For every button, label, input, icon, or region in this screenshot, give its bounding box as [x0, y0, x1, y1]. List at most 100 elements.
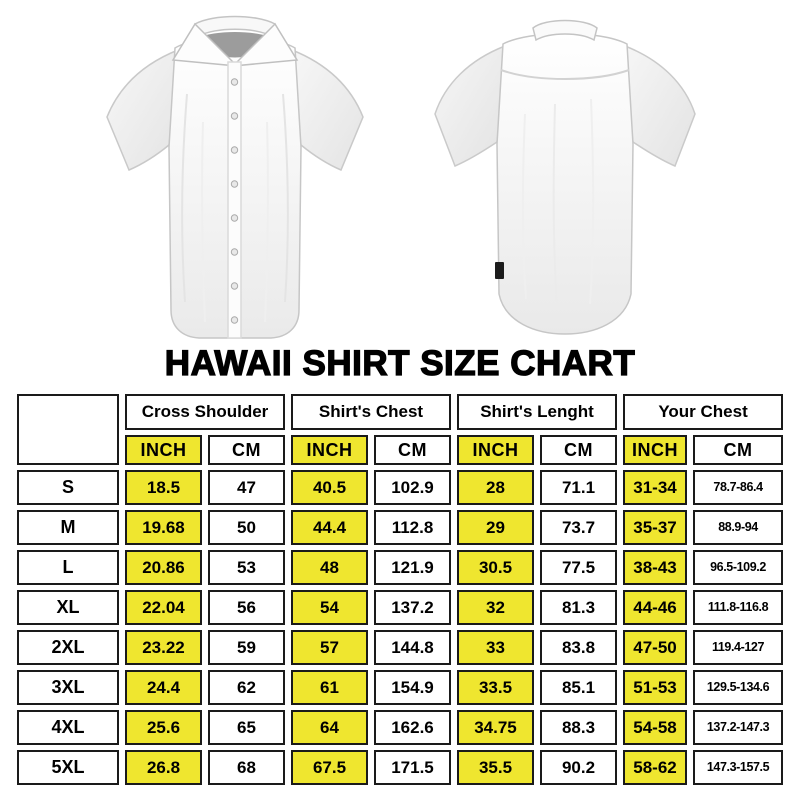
column-group-shirts-chest: Shirt's Chest	[291, 394, 451, 430]
measurement-value: 112.8	[374, 510, 451, 545]
size-label: 5XL	[17, 750, 119, 785]
size-label: M	[17, 510, 119, 545]
measurement-value: 35.5	[457, 750, 534, 785]
measurement-value: 24.4	[125, 670, 202, 705]
column-group-cross-shoulder: Cross Shoulder	[125, 394, 285, 430]
unit-header-row: INCH CM INCH CM INCH CM INCH CM	[17, 435, 784, 465]
unit-header-inch: INCH	[291, 435, 368, 465]
column-group-your-chest: Your Chest	[623, 394, 784, 430]
unit-header-cm: CM	[208, 435, 285, 465]
measurement-value: 32	[457, 590, 534, 625]
measurement-value: 59	[208, 630, 285, 665]
measurement-value: 154.9	[374, 670, 451, 705]
group-header-row: Cross Shoulder Shirt's Chest Shirt's Len…	[17, 394, 784, 465]
unit-header-inch: INCH	[457, 435, 534, 465]
size-label: XL	[17, 590, 119, 625]
column-group-shirts-length: Shirt's Lenght	[457, 394, 618, 430]
measurement-value: 64	[291, 710, 368, 745]
measurement-value: 20.86	[125, 550, 202, 585]
hem-tag	[495, 262, 504, 279]
measurement-value: 22.04	[125, 590, 202, 625]
button-row	[230, 78, 239, 324]
measurement-value: 111.8-116.8	[693, 590, 784, 625]
measurement-value: 90.2	[540, 750, 618, 785]
measurement-value: 48	[291, 550, 368, 585]
measurement-value: 38-43	[623, 550, 688, 585]
measurement-value: 144.8	[374, 630, 451, 665]
measurement-value: 35-37	[623, 510, 688, 545]
measurement-value: 29	[457, 510, 534, 545]
measurement-value: 102.9	[374, 470, 451, 505]
measurement-value: 137.2	[374, 590, 451, 625]
measurement-value: 77.5	[540, 550, 618, 585]
table-row: L 20.86 53 48 121.9 30.5 77.5 38-43 96.5…	[17, 550, 784, 585]
measurement-value: 62	[208, 670, 285, 705]
measurement-value: 78.7-86.4	[693, 470, 784, 505]
measurement-value: 26.8	[125, 750, 202, 785]
measurement-value: 25.6	[125, 710, 202, 745]
unit-header-inch: INCH	[623, 435, 688, 465]
size-label: L	[17, 550, 119, 585]
size-label: S	[17, 470, 119, 505]
measurement-value: 40.5	[291, 470, 368, 505]
measurement-value: 147.3-157.5	[693, 750, 784, 785]
table-row: 3XL 24.4 62 61 154.9 33.5 85.1 51-53 129…	[17, 670, 784, 705]
unit-header-cm: CM	[374, 435, 451, 465]
measurement-value: 28	[457, 470, 534, 505]
size-label: 2XL	[17, 630, 119, 665]
measurement-value: 88.3	[540, 710, 618, 745]
measurement-value: 85.1	[540, 670, 618, 705]
shirt-back-image	[434, 19, 696, 335]
measurement-value: 31-34	[623, 470, 688, 505]
measurement-value: 54	[291, 590, 368, 625]
measurement-value: 19.68	[125, 510, 202, 545]
measurement-value: 53	[208, 550, 285, 585]
table-row: 2XL 23.22 59 57 144.8 33 83.8 47-50 119.…	[17, 630, 784, 665]
measurement-value: 71.1	[540, 470, 618, 505]
measurement-value: 68	[208, 750, 285, 785]
measurement-value: 83.8	[540, 630, 618, 665]
page-title: HAWAII SHIRT SIZE CHART	[164, 343, 636, 383]
measurement-value: 119.4-127	[693, 630, 784, 665]
corner-cell	[17, 394, 119, 465]
measurement-value: 51-53	[623, 670, 688, 705]
measurement-value: 56	[208, 590, 285, 625]
measurement-value: 81.3	[540, 590, 618, 625]
measurement-value: 57	[291, 630, 368, 665]
measurement-value: 171.5	[374, 750, 451, 785]
table-row: M 19.68 50 44.4 112.8 29 73.7 35-37 88.9…	[17, 510, 784, 545]
size-chart-table: Cross Shoulder Shirt's Chest Shirt's Len…	[11, 389, 789, 790]
measurement-value: 58-62	[623, 750, 688, 785]
measurement-value: 73.7	[540, 510, 618, 545]
measurement-value: 96.5-109.2	[693, 550, 784, 585]
shirt-front-image	[106, 15, 364, 339]
measurement-value: 33.5	[457, 670, 534, 705]
size-label: 4XL	[17, 710, 119, 745]
measurement-value: 50	[208, 510, 285, 545]
table-row: 5XL 26.8 68 67.5 171.5 35.5 90.2 58-62 1…	[17, 750, 784, 785]
measurement-value: 23.22	[125, 630, 202, 665]
measurement-value: 129.5-134.6	[693, 670, 784, 705]
unit-header-cm: CM	[693, 435, 784, 465]
measurement-value: 88.9-94	[693, 510, 784, 545]
measurement-value: 18.5	[125, 470, 202, 505]
measurement-value: 47-50	[623, 630, 688, 665]
measurement-value: 30.5	[457, 550, 534, 585]
measurement-value: 44.4	[291, 510, 368, 545]
measurement-value: 34.75	[457, 710, 534, 745]
table-row: XL 22.04 56 54 137.2 32 81.3 44-46 111.8…	[17, 590, 784, 625]
measurement-value: 65	[208, 710, 285, 745]
measurement-value: 121.9	[374, 550, 451, 585]
size-label: 3XL	[17, 670, 119, 705]
unit-header-inch: INCH	[125, 435, 202, 465]
measurement-value: 162.6	[374, 710, 451, 745]
measurement-value: 47	[208, 470, 285, 505]
measurement-value: 44-46	[623, 590, 688, 625]
table-row: 4XL 25.6 65 64 162.6 34.75 88.3 54-58 13…	[17, 710, 784, 745]
measurement-value: 137.2-147.3	[693, 710, 784, 745]
measurement-value: 61	[291, 670, 368, 705]
measurement-value: 33	[457, 630, 534, 665]
measurement-value: 54-58	[623, 710, 688, 745]
unit-header-cm: CM	[540, 435, 618, 465]
measurement-value: 67.5	[291, 750, 368, 785]
